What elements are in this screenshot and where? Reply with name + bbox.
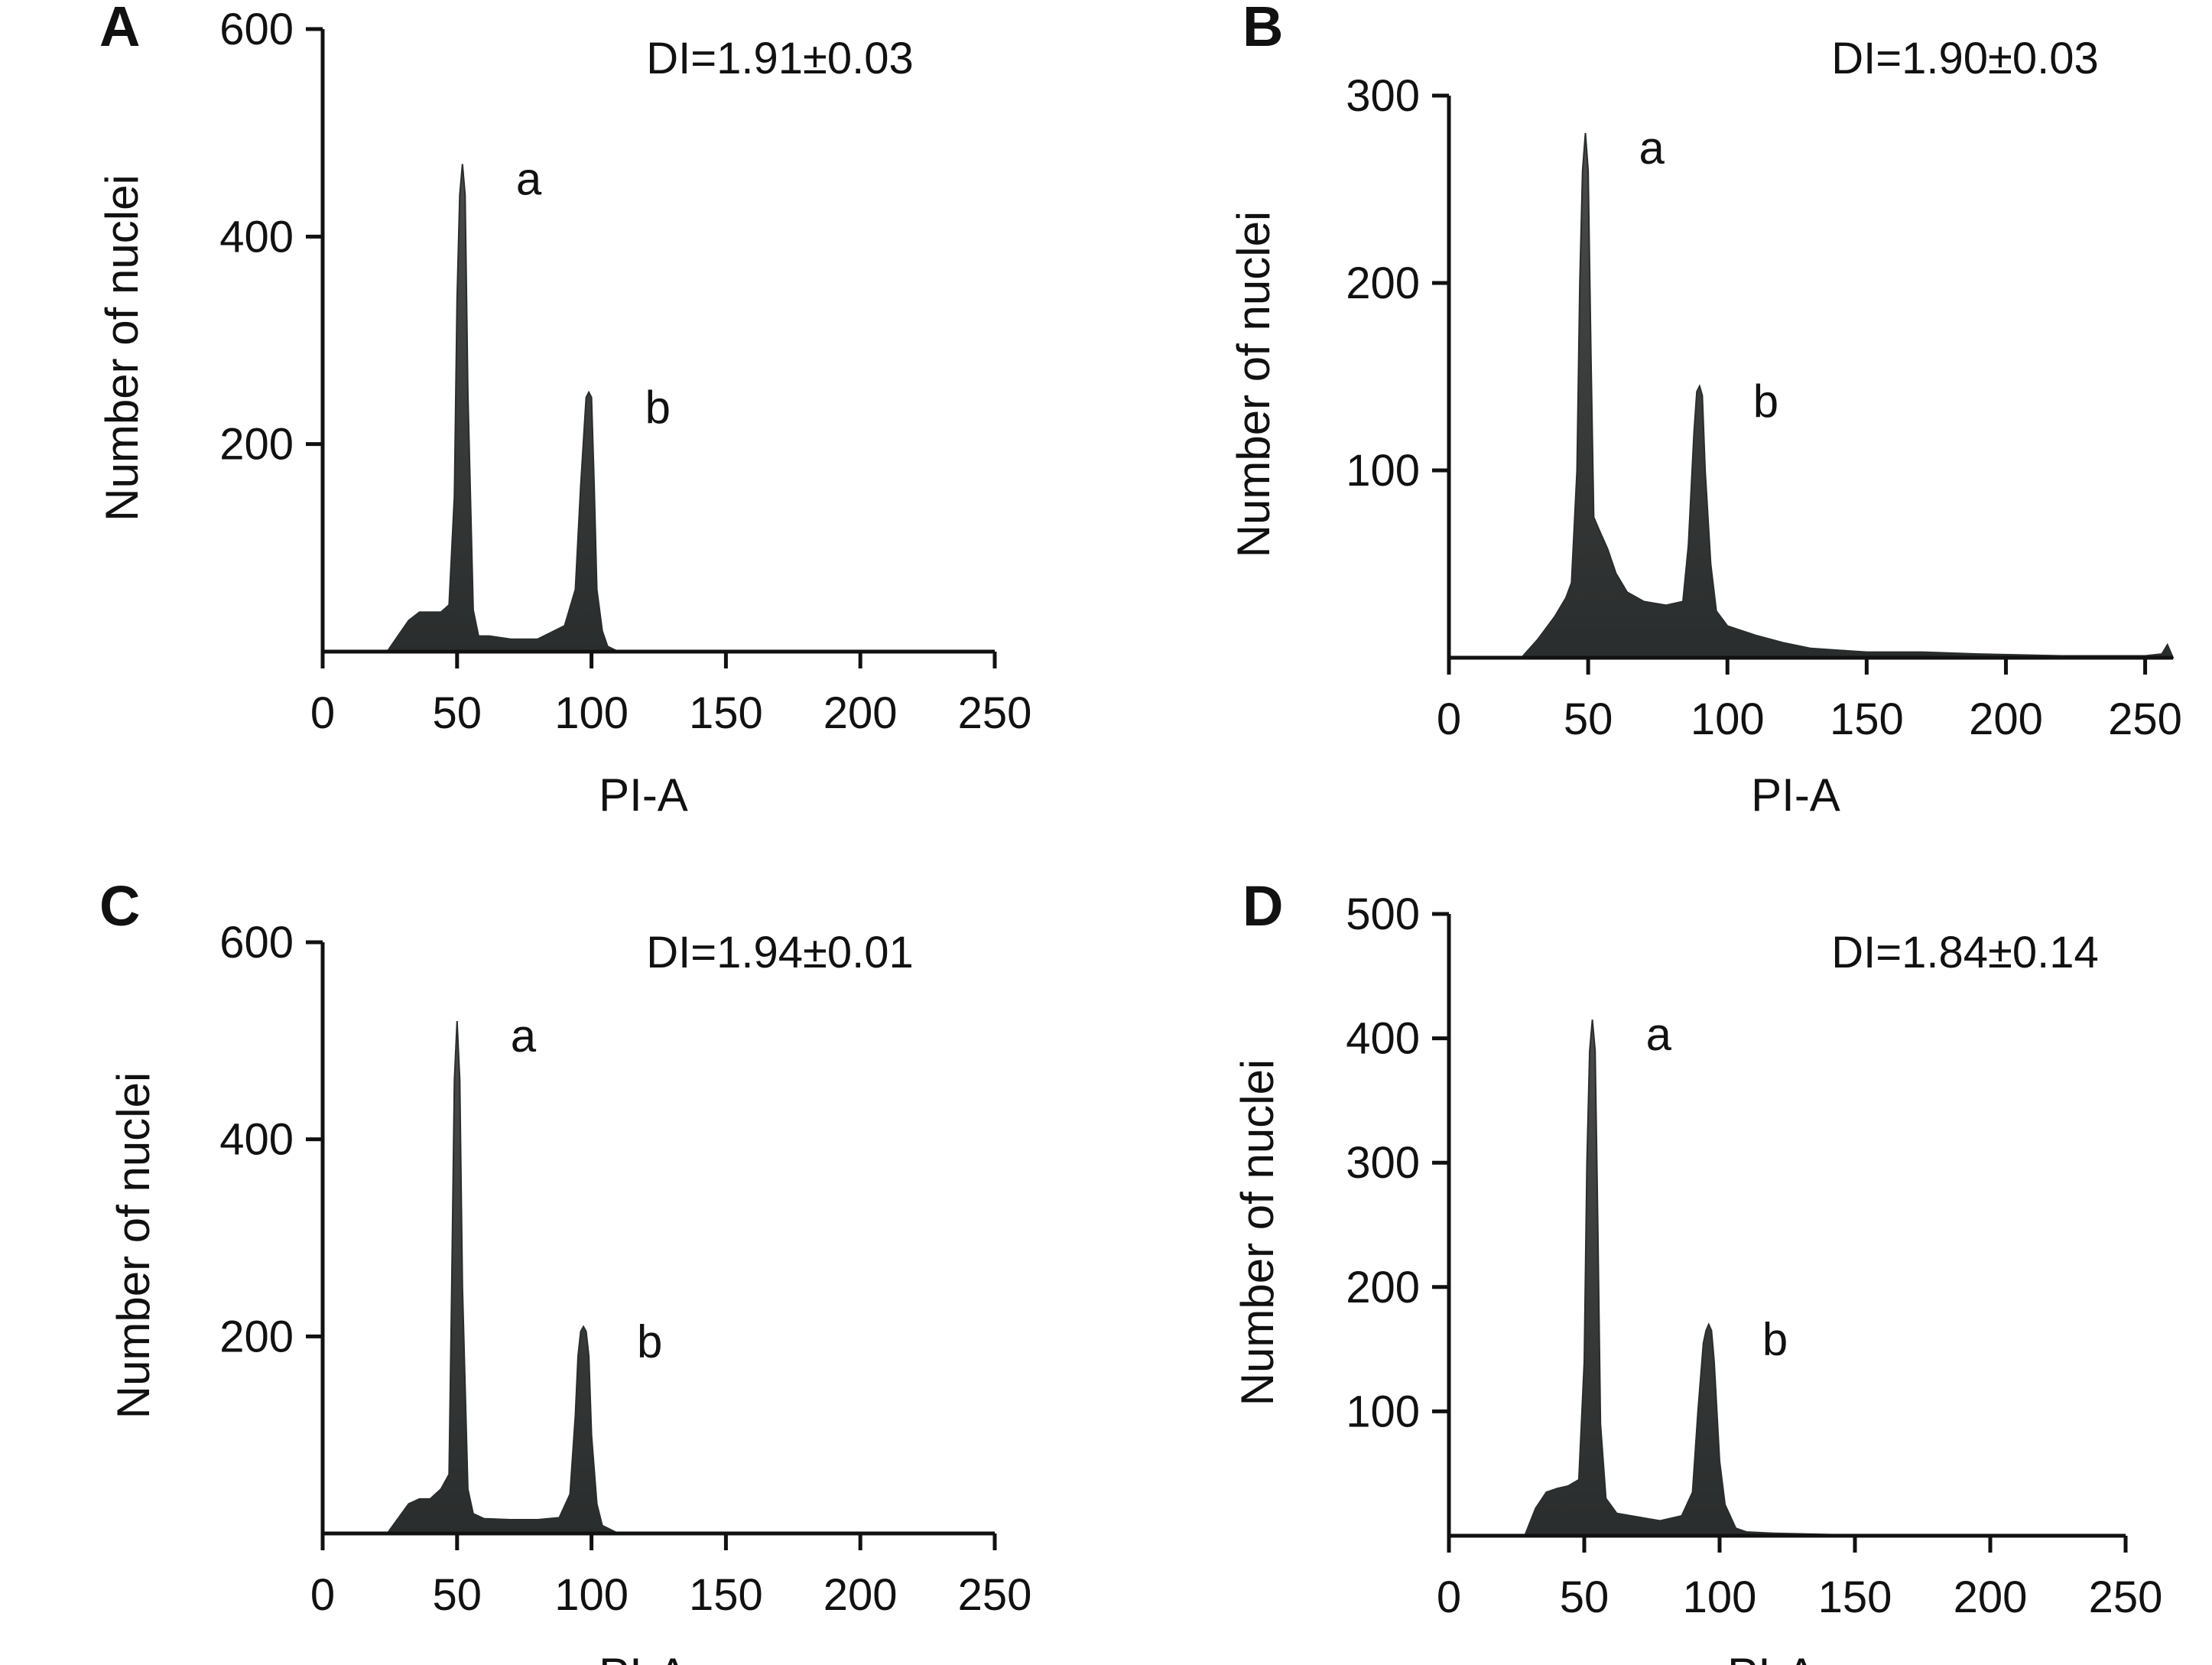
x-tick-label: 0	[1437, 694, 1461, 744]
x-tick-label: 200	[823, 1570, 898, 1620]
x-axis-title: PI-A	[599, 769, 688, 821]
x-axis-title: PI-A	[1751, 769, 1840, 821]
y-axis-title: Number of nuclei	[1228, 211, 1279, 558]
histogram-area	[1449, 132, 2175, 659]
x-tick-label: 250	[958, 1570, 1032, 1620]
y-tick-label: 500	[1346, 889, 1420, 939]
y-tick-label: 100	[1346, 1387, 1420, 1436]
panel-letter: B	[1242, 0, 1283, 58]
y-tick-label: 600	[219, 5, 294, 54]
y-tick-label: 400	[219, 212, 294, 262]
y-tick-label: 300	[1346, 1138, 1420, 1188]
di-annotation: DI=1.91±0.03	[646, 34, 913, 83]
x-tick-label: 200	[1954, 1572, 2028, 1622]
histogram-area	[1449, 1019, 2126, 1537]
x-tick-label: 100	[1683, 1572, 1757, 1622]
x-tick-label: 250	[958, 688, 1032, 738]
di-annotation: DI=1.84±0.14	[1831, 928, 2098, 977]
x-tick-label: 150	[689, 1570, 763, 1620]
panel-b: 0 50 100 150 200 250 100 200 300 B DI=1.90±0.03 PI-…	[1228, 0, 2182, 821]
panel-letter: A	[99, 0, 140, 58]
x-axis-title: PI-A	[599, 1649, 688, 1665]
panel-letter: C	[99, 874, 140, 938]
panel-d: 0 50 100 150 200 250 100 200 300 400 500 D DI=1.84±0…	[1232, 874, 2162, 1665]
x-tick-label: 250	[2108, 694, 2182, 744]
x-tick-label: 150	[1818, 1572, 1892, 1622]
x-tick-label: 50	[1560, 1572, 1609, 1622]
peak-label-a: a	[1646, 1009, 1672, 1060]
x-tick-label: 0	[310, 1570, 335, 1620]
x-axis-title: PI-A	[1727, 1649, 1817, 1665]
x-tick-label: 0	[1437, 1572, 1461, 1622]
x-tick-label: 150	[689, 688, 763, 738]
y-axis-title: Number of nuclei	[108, 1072, 159, 1419]
x-tick-label: 0	[310, 688, 335, 738]
peak-label-a: a	[516, 153, 542, 204]
panels: 0 50 100 150 200 250 200 400 600 A DI=1.91±0.03 PI-…	[96, 0, 2182, 1665]
y-tick-label: 200	[1346, 259, 1420, 308]
panel-letter: D	[1242, 874, 1283, 938]
peak-label-b: b	[637, 1315, 662, 1367]
x-tick-label: 50	[1564, 694, 1613, 744]
histogram-area	[323, 1021, 995, 1534]
y-tick-label: 200	[219, 420, 294, 470]
di-annotation: DI=1.90±0.03	[1831, 34, 2098, 83]
y-tick-label: 600	[219, 918, 294, 967]
y-axis-title: Number of nuclei	[1232, 1059, 1283, 1406]
y-tick-label: 100	[1346, 446, 1420, 496]
x-tick-label: 100	[1691, 694, 1765, 744]
peak-label-b: b	[1753, 376, 1778, 427]
y-tick-label: 200	[1346, 1263, 1420, 1312]
peak-label-a: a	[511, 1010, 537, 1062]
y-tick-label: 200	[219, 1312, 294, 1361]
y-tick-label: 400	[219, 1115, 294, 1165]
histogram-area	[323, 164, 995, 652]
x-tick-label: 50	[433, 688, 482, 738]
peak-label-b: b	[1762, 1314, 1788, 1365]
peak-label-b: b	[645, 382, 671, 433]
x-tick-label: 50	[433, 1570, 482, 1620]
panel-c: 0 50 100 150 200 250 200 400 600 C DI=1.94±0.01 PI-…	[99, 874, 1031, 1665]
y-tick-label: 300	[1346, 71, 1420, 121]
x-tick-label: 250	[2089, 1572, 2163, 1622]
y-tick-label: 400	[1346, 1014, 1420, 1064]
di-annotation: DI=1.94±0.01	[646, 928, 913, 977]
x-tick-label: 200	[1969, 694, 2043, 744]
peak-label-a: a	[1639, 122, 1665, 174]
x-tick-label: 150	[1830, 694, 1904, 744]
x-tick-label: 200	[823, 688, 898, 738]
y-axis-title: Number of nuclei	[96, 174, 148, 522]
panel-a: 0 50 100 150 200 250 200 400 600 A DI=1.91±0.03 PI-…	[96, 0, 1031, 821]
x-tick-label: 100	[554, 1570, 629, 1620]
x-tick-label: 100	[554, 688, 629, 738]
